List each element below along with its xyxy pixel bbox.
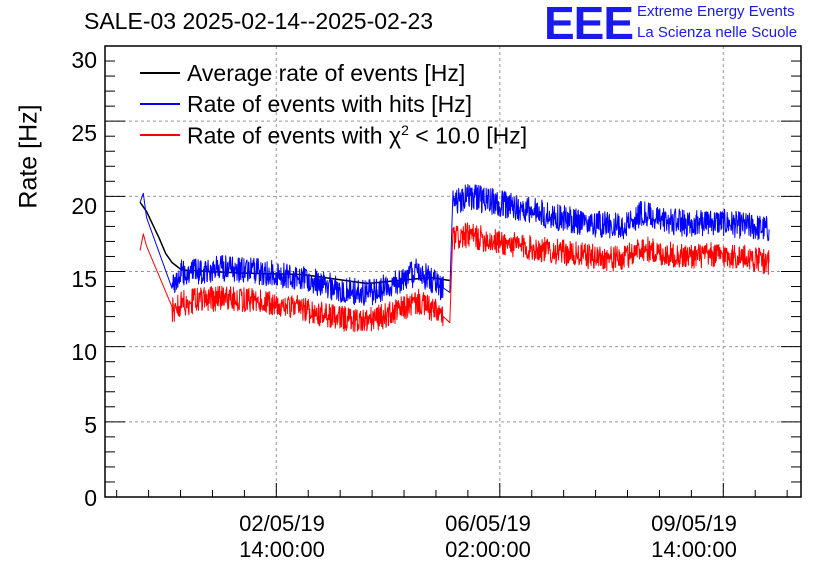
- series-line: [139, 222, 770, 333]
- logo-line-1: Extreme Energy Events: [637, 3, 795, 20]
- series-line: [139, 183, 770, 306]
- y-tick-label: 30: [71, 47, 97, 73]
- chart-title: SALE-03 2025-02-14--2025-02-23: [84, 8, 434, 34]
- legend-chi2-prefix: Rate of events with: [187, 122, 389, 149]
- y-tick-label: 0: [84, 485, 97, 511]
- legend-chi-superscript: 2: [401, 122, 409, 138]
- logo-line-2: La Scienza nelle Scuole: [637, 24, 798, 41]
- plot-frame: [104, 45, 802, 498]
- x-tick-time: 14:00:00: [239, 537, 325, 562]
- y-tick-label: 20: [71, 193, 97, 219]
- y-tick-label: 5: [84, 412, 97, 438]
- x-tick-label: 09/05/19 14:00:00: [624, 511, 764, 563]
- x-tick-time: 02:00:00: [445, 537, 531, 562]
- x-tick-label: 06/05/19 02:00:00: [418, 511, 558, 563]
- x-tick-date: 09/05/19: [651, 511, 737, 536]
- legend-chi2-suffix: < 10.0 [Hz]: [408, 122, 528, 149]
- x-tick-date: 06/05/19: [445, 511, 531, 536]
- legend-entry-average: Average rate of events [Hz]: [187, 60, 466, 86]
- x-tick-date: 02/05/19: [239, 511, 325, 536]
- plot-series: [139, 183, 770, 333]
- eee-logo-mark: EEE: [544, 0, 634, 49]
- y-tick-label: 10: [71, 339, 97, 365]
- y-tick-label: 15: [71, 266, 97, 292]
- legend-chi-symbol: χ: [389, 122, 402, 149]
- legend-entry-hits: Rate of events with hits [Hz]: [187, 91, 473, 117]
- y-tick-label: 25: [71, 120, 97, 146]
- x-tick-time: 14:00:00: [651, 537, 737, 562]
- x-tick-label: 02/05/19 14:00:00: [212, 511, 352, 563]
- legend-markers: [140, 72, 180, 136]
- legend-entry-chi2: Rate of events with χ2 < 10.0 [Hz]: [187, 122, 527, 150]
- y-axis-label: Rate [Hz]: [14, 104, 43, 209]
